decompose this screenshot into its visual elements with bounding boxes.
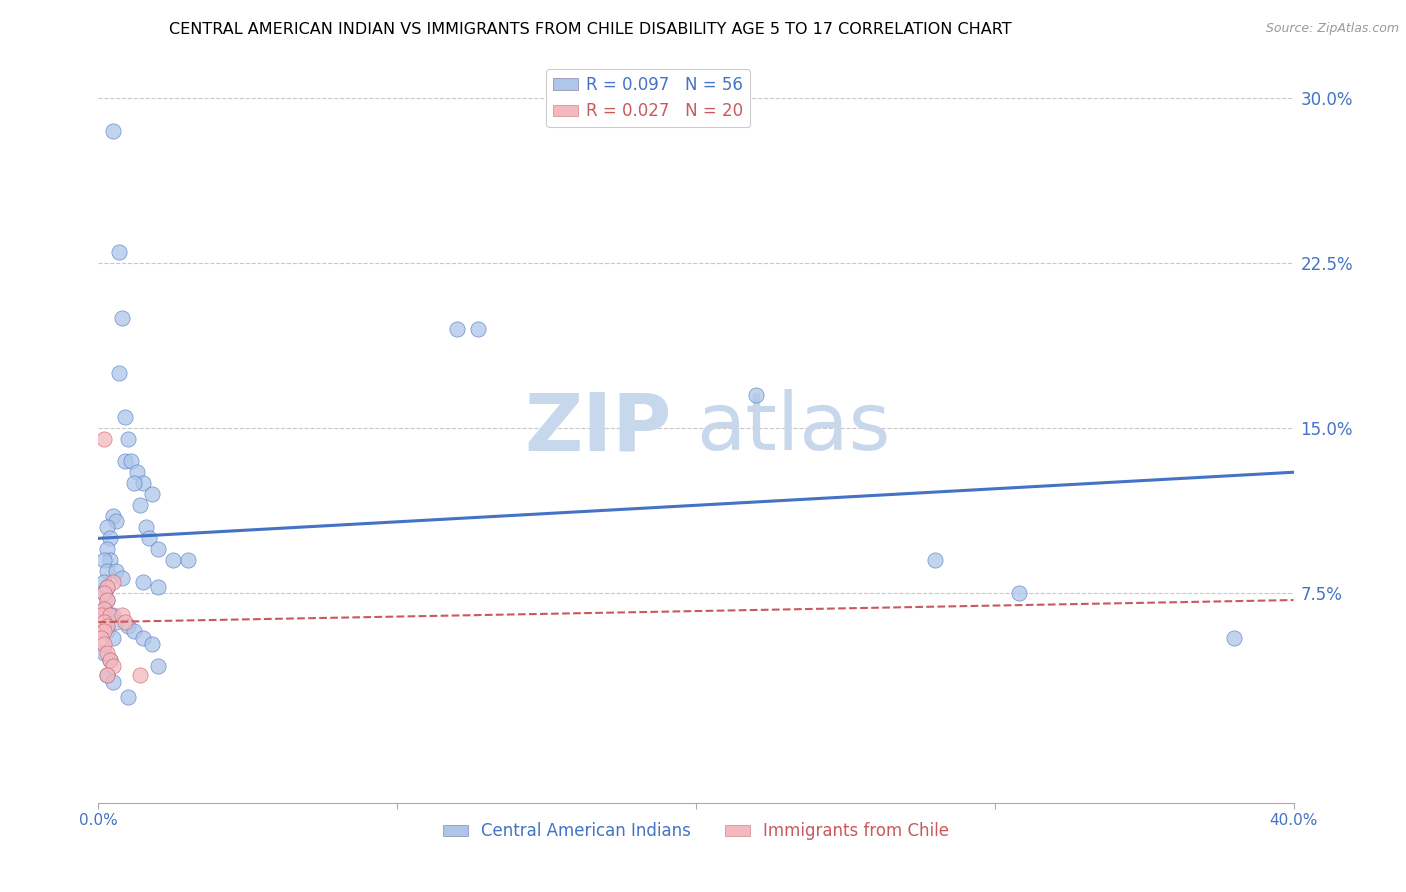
Point [96, 542, 118, 557]
Point [93, 637, 115, 651]
Point [1223, 631, 1246, 645]
Point [129, 498, 152, 512]
Point [98, 532, 122, 546]
Point [105, 565, 128, 579]
Point [103, 631, 125, 645]
Point [105, 615, 128, 629]
Point [93, 602, 115, 616]
Point [93, 615, 115, 629]
Point [103, 509, 125, 524]
Point [93, 602, 115, 616]
Point [93, 432, 115, 446]
Text: atlas: atlas [696, 389, 890, 467]
Point [117, 619, 139, 633]
Point [141, 637, 163, 651]
Point [111, 608, 134, 623]
Point [103, 123, 125, 137]
Point [446, 322, 468, 336]
Point [103, 659, 125, 673]
Point [90, 631, 112, 645]
Point [111, 571, 134, 585]
Point [148, 542, 170, 557]
Text: ZIP: ZIP [524, 389, 672, 467]
Point [96, 668, 118, 682]
Point [114, 454, 136, 468]
Point [117, 690, 139, 704]
Point [138, 532, 160, 546]
Point [114, 615, 136, 629]
Point [135, 520, 157, 534]
Point [108, 244, 131, 259]
Point [745, 388, 768, 402]
Point [93, 624, 115, 638]
Point [96, 565, 118, 579]
Point [124, 624, 146, 638]
Point [93, 553, 115, 567]
Point [127, 465, 149, 479]
Point [148, 580, 170, 594]
Point [924, 553, 946, 567]
Point [96, 520, 118, 534]
Point [111, 310, 134, 325]
Point [132, 476, 155, 491]
Point [93, 646, 115, 660]
Point [120, 454, 142, 468]
Point [129, 668, 152, 682]
Point [98, 608, 122, 623]
Point [177, 553, 200, 567]
Point [162, 553, 184, 567]
Point [96, 619, 118, 633]
Point [1008, 586, 1031, 600]
Point [124, 476, 146, 491]
Point [98, 652, 122, 666]
Point [132, 575, 155, 590]
Point [93, 586, 115, 600]
Point [93, 575, 115, 590]
Point [98, 652, 122, 666]
Legend: Central American Indians, Immigrants from Chile: Central American Indians, Immigrants fro… [436, 815, 956, 847]
Point [98, 608, 122, 623]
Point [132, 631, 155, 645]
Point [103, 674, 125, 689]
Point [467, 322, 489, 336]
Point [103, 575, 125, 590]
Point [90, 608, 112, 623]
Point [96, 580, 118, 594]
Point [105, 514, 128, 528]
Point [96, 580, 118, 594]
Point [96, 668, 118, 682]
Point [96, 646, 118, 660]
Point [96, 593, 118, 607]
Point [114, 410, 136, 425]
Point [98, 553, 122, 567]
Text: CENTRAL AMERICAN INDIAN VS IMMIGRANTS FROM CHILE DISABILITY AGE 5 TO 17 CORRELAT: CENTRAL AMERICAN INDIAN VS IMMIGRANTS FR… [169, 22, 1012, 37]
Point [148, 659, 170, 673]
Point [103, 608, 125, 623]
Point [117, 432, 139, 446]
Point [96, 624, 118, 638]
Point [96, 593, 118, 607]
Point [141, 487, 163, 501]
Point [108, 366, 131, 380]
Text: Source: ZipAtlas.com: Source: ZipAtlas.com [1265, 22, 1399, 36]
Point [93, 586, 115, 600]
